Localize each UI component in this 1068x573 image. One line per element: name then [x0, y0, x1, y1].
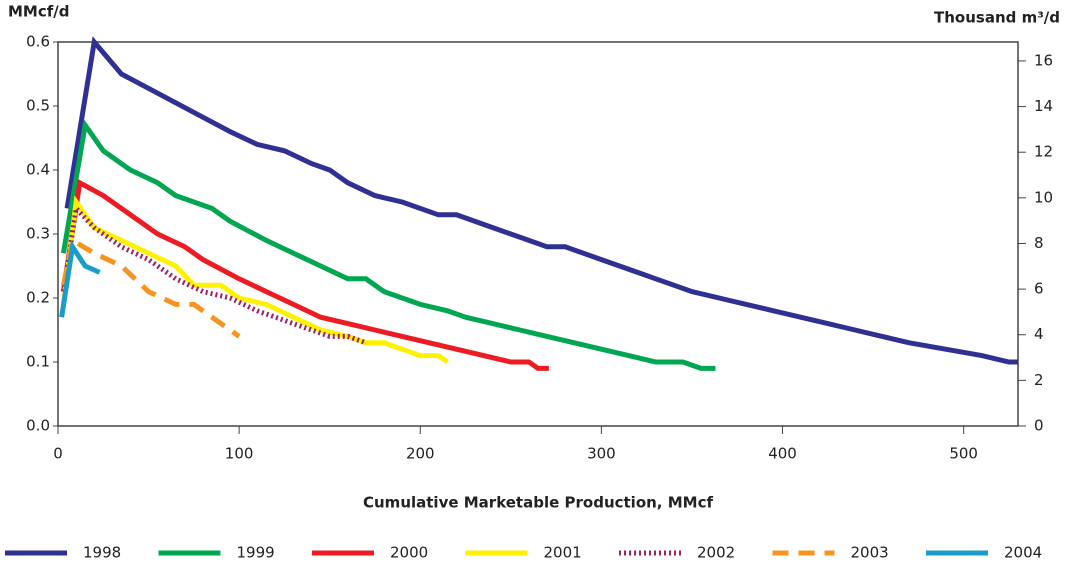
x-tick-label: 200: [406, 445, 435, 463]
legend-label: 1999: [237, 544, 275, 562]
y-tick-label: 0.3: [26, 225, 50, 243]
series-line: [60, 202, 367, 346]
series-line: [59, 240, 101, 318]
y2-tick-label: 0: [1034, 417, 1044, 435]
y2-tick-label: 16: [1034, 51, 1053, 69]
y2-axis-title: Thousand m³/d: [934, 9, 1060, 27]
x-tick-label: 500: [949, 445, 978, 463]
x-tick-label: 100: [225, 445, 254, 463]
y2-tick-label: 14: [1034, 97, 1053, 115]
series-line: [60, 195, 449, 365]
y2-tick-label: 12: [1034, 143, 1053, 161]
y2-tick-label: 6: [1034, 280, 1044, 298]
legend-label: 2002: [697, 544, 735, 562]
y2-tick-label: 2: [1034, 371, 1044, 389]
x-tick-label: 400: [768, 445, 797, 463]
y-axis-title: MMcf/d: [8, 3, 70, 21]
y2-tick-label: 8: [1034, 234, 1044, 252]
y2-tick-label: 10: [1034, 188, 1053, 206]
y-tick-label: 0.1: [26, 353, 50, 371]
x-axis-title: Cumulative Marketable Production, MMcf: [363, 494, 713, 512]
y-tick-label: 0.6: [26, 33, 50, 51]
x-tick-label: 300: [587, 445, 616, 463]
series-line: [64, 36, 1018, 365]
y2-tick-label: 4: [1034, 325, 1044, 343]
y-tick-label: 0.2: [26, 289, 50, 307]
x-tick-label: 0: [53, 445, 63, 463]
y-tick-label: 0.0: [26, 417, 50, 435]
y-tick-label: 0.5: [26, 97, 50, 115]
series-line: [60, 236, 241, 339]
y-tick-label: 0.4: [26, 161, 50, 179]
legend-label: 2004: [1004, 544, 1042, 562]
legend-label: 2000: [390, 544, 428, 562]
legend-label: 1998: [83, 544, 121, 562]
legend-label: 2003: [851, 544, 889, 562]
series-line: [60, 178, 549, 371]
legend-label: 2001: [544, 544, 582, 562]
series-line: [60, 118, 716, 371]
